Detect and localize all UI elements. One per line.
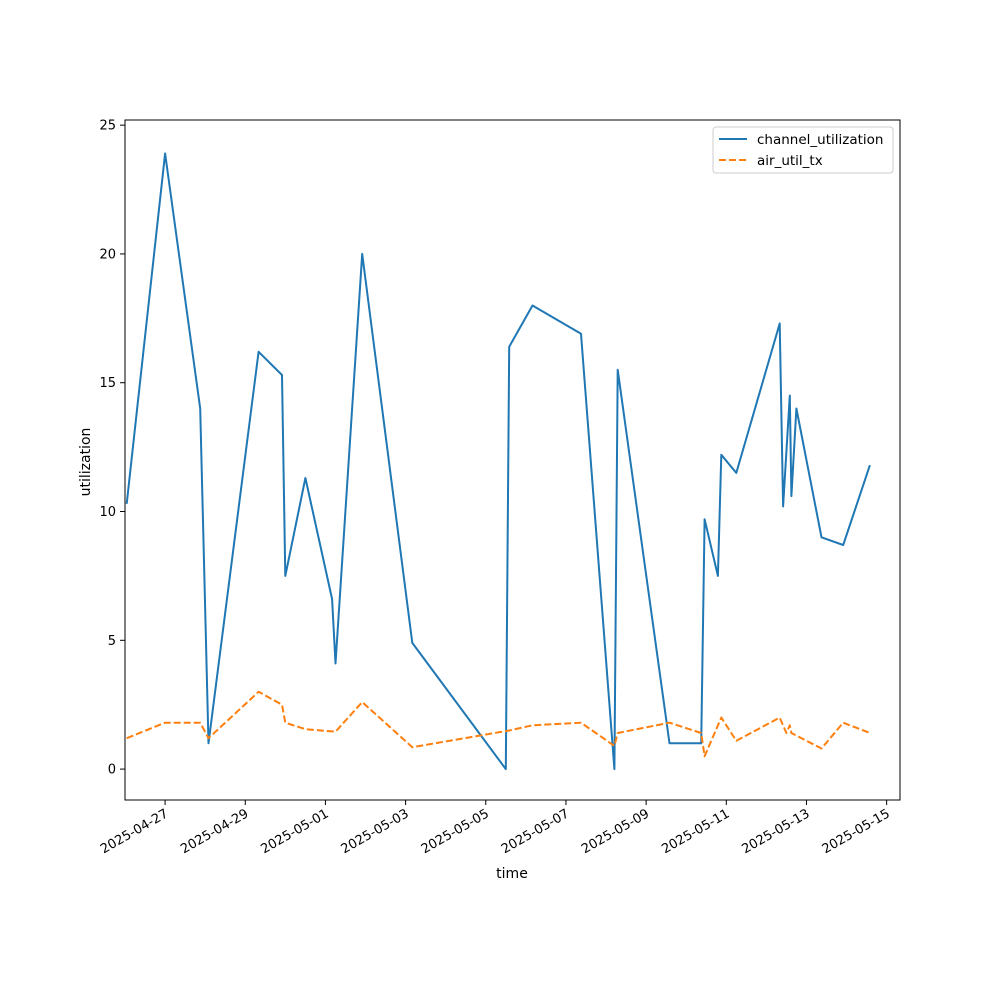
series-layer [125,152,871,771]
y-tick-label: 15 [99,376,116,391]
y-tick-label: 0 [108,763,116,778]
y-axis: 0 5 10 15 20 25 [99,119,125,778]
legend: channel_utilization air_util_tx [712,126,894,174]
plot-frame [124,119,901,801]
series-line-air_util_tx [126,690,871,758]
y-tick-label: 20 [99,247,116,262]
y-tick-label: 5 [108,634,116,649]
legend-box [712,126,894,174]
series-line-channel_utilization [125,152,871,771]
x-axis-label: time [496,866,528,882]
y-tick-label: 25 [99,119,116,134]
legend-label: channel_utilization [757,132,884,148]
y-axis-label: utilization [78,428,94,497]
y-tick-label: 10 [99,505,116,520]
legend-label: air_util_tx [757,153,823,169]
